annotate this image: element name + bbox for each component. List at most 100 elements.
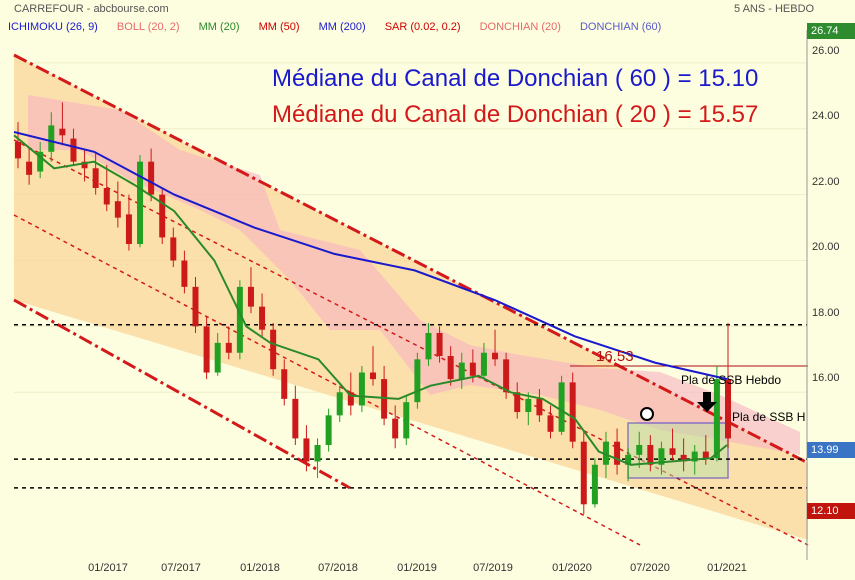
candle-body xyxy=(203,326,210,373)
x-tick-2020-07: 07/2020 xyxy=(630,562,670,574)
candle-body xyxy=(647,444,654,465)
channel-lower xyxy=(13,298,351,490)
candle-body xyxy=(114,201,121,218)
annotation-median60: Médiane du Canal de Donchian ( 60 ) = 15… xyxy=(272,65,759,92)
candle-body xyxy=(680,454,687,462)
x-tick-2021-01: 01/2021 xyxy=(707,562,747,574)
candle-body xyxy=(514,392,521,413)
mm20-line xyxy=(13,134,728,466)
candle-body xyxy=(525,398,532,413)
candle-body xyxy=(547,415,554,432)
candle-body xyxy=(59,128,66,136)
candle-body xyxy=(458,362,465,380)
candle-body xyxy=(425,332,432,360)
y-tick-22: 22.00 xyxy=(812,176,840,188)
candle-body xyxy=(591,464,598,505)
candle-body xyxy=(580,441,587,505)
annotation-median20: Médiane du Canal de Donchian ( 20 ) = 15… xyxy=(272,101,759,128)
candle-body xyxy=(691,451,698,462)
legend-mm20[interactable]: MM (20) xyxy=(198,21,240,33)
candle-body xyxy=(469,362,476,376)
candle-body xyxy=(480,352,487,376)
legend-boll[interactable]: BOLL (20, 2) xyxy=(116,21,180,33)
candle-body xyxy=(26,161,33,175)
y-tick-26: 26.00 xyxy=(812,45,840,57)
candle-body xyxy=(725,379,731,439)
candle-body xyxy=(15,141,21,159)
y-tick-20: 20.00 xyxy=(812,241,840,253)
legend-sar[interactable]: SAR (0.02, 0.2) xyxy=(384,21,461,33)
candle-body xyxy=(636,444,643,455)
mm200-line xyxy=(13,131,728,381)
candle-body xyxy=(214,342,221,373)
candle-body xyxy=(492,352,499,360)
x-marker-icon xyxy=(640,407,654,421)
candle-body xyxy=(37,151,44,172)
arrow-down-icon xyxy=(697,392,717,412)
channel-upper xyxy=(13,53,809,465)
chart-title: CARREFOUR - abcbourse.com xyxy=(14,3,169,15)
x-tick-2020-01: 01/2020 xyxy=(552,562,592,574)
candle-body xyxy=(614,441,621,465)
x-tick-2017-01: 01/2017 xyxy=(88,562,128,574)
indicator-legend: ICHIMOKU (26, 9) BOLL (20, 2) MM (20) MM… xyxy=(8,21,677,33)
candle-body xyxy=(259,306,266,330)
candle-body xyxy=(192,286,199,327)
y-tick-16: 16.00 xyxy=(812,372,840,384)
annotation-level-1653: 16.53 xyxy=(596,348,634,365)
candle-body xyxy=(536,398,543,416)
candle-body xyxy=(247,286,254,307)
chart-period: 5 ANS - HEBDO xyxy=(734,3,815,15)
candle-body xyxy=(125,214,132,245)
candle-body xyxy=(48,125,55,152)
price-tag-low: 12.10 xyxy=(807,503,855,519)
candle-body xyxy=(403,402,410,439)
candle-body xyxy=(347,392,354,406)
x-tick-2017-07: 07/2017 xyxy=(161,562,201,574)
candle-body xyxy=(137,161,144,245)
candle-body xyxy=(625,454,632,465)
candle-body xyxy=(336,392,343,416)
x-tick-2018-01: 01/2018 xyxy=(240,562,280,574)
candle-body xyxy=(658,448,665,465)
candle-body xyxy=(148,161,155,195)
candle-body xyxy=(669,448,676,455)
candle-body xyxy=(292,398,299,439)
legend-mm200[interactable]: MM (200) xyxy=(318,21,366,33)
x-tick-2019-07: 07/2019 xyxy=(473,562,513,574)
candle-body xyxy=(414,359,421,403)
annotation-ssb-weekly: Pla de SSB Hebdo xyxy=(681,373,782,387)
candle-body xyxy=(103,188,110,205)
candle-body xyxy=(702,451,709,459)
candle-body xyxy=(81,161,88,169)
candle-body xyxy=(170,237,177,261)
legend-donchian60[interactable]: DONCHIAN (60) xyxy=(579,21,662,33)
legend-mm50[interactable]: MM (50) xyxy=(258,21,300,33)
candle-body xyxy=(569,382,576,442)
candle-body xyxy=(392,418,399,439)
candle-body xyxy=(503,359,510,393)
price-tag-last: 13.99 xyxy=(807,442,855,458)
ichimoku-cloud xyxy=(28,95,800,455)
legend-ichimoku[interactable]: ICHIMOKU (26, 9) xyxy=(8,21,98,33)
candle-body xyxy=(70,138,77,162)
candle-body xyxy=(436,332,443,357)
candle-body xyxy=(159,194,166,238)
candle-body xyxy=(270,329,277,370)
channel-mid-2 xyxy=(13,214,641,546)
candle-body xyxy=(314,444,321,462)
y-tick-24: 24.00 xyxy=(812,110,840,122)
candle-body xyxy=(370,372,376,380)
price-tag-high: 26.74 xyxy=(807,23,855,39)
candle-body xyxy=(225,342,232,353)
candle-body xyxy=(92,168,99,189)
range-box xyxy=(627,422,729,479)
y-tick-18: 18.00 xyxy=(812,307,840,319)
x-tick-2018-07: 07/2018 xyxy=(318,562,358,574)
x-tick-2019-01: 01/2019 xyxy=(397,562,437,574)
candle-body xyxy=(236,286,243,353)
legend-donchian20[interactable]: DONCHIAN (20) xyxy=(479,21,561,33)
candle-body xyxy=(325,415,332,445)
candle-body xyxy=(358,372,365,406)
